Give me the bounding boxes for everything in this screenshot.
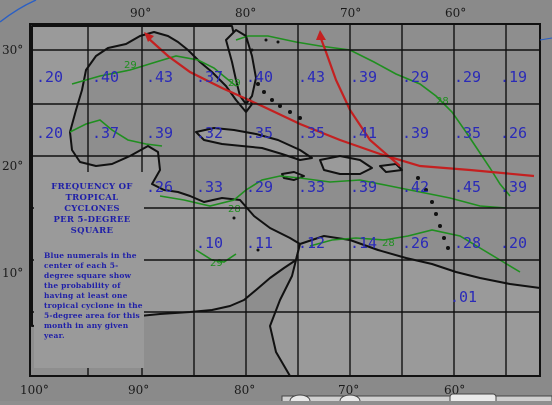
track-arrowheads [144, 30, 326, 42]
legend-title-line: SQUARE [71, 226, 114, 236]
lon-label-bottom: 100° [20, 383, 49, 397]
isoline-labels: 29 29 28 28 29 28 [124, 60, 449, 269]
isoline-label: 28 [436, 96, 449, 107]
longitude-labels-bottom: 100° 90° 80° 70° 60° [20, 383, 465, 397]
probability-value: .26 [402, 234, 429, 252]
grid [30, 24, 540, 376]
isoline-29-south [309, 229, 521, 273]
longitude-labels-top: 90° 80° 70° 60° [130, 6, 466, 20]
probability-value: .26 [500, 124, 527, 142]
probability-value: .29 [454, 68, 481, 86]
probability-value: .41 [350, 124, 377, 142]
legend-description-line: Blue numerals in the [44, 251, 137, 260]
probability-value: .32 [196, 124, 223, 142]
isolines [69, 35, 521, 273]
probability-value: .35 [246, 124, 273, 142]
corner-arc [539, 37, 552, 41]
probability-value: .35 [298, 124, 325, 142]
probability-value: .35 [454, 124, 481, 142]
legend-description-line: tropical cyclone in the [44, 301, 143, 310]
probability-value: .39 [350, 178, 377, 196]
legend-title-line: PER 5-DEGREE [53, 215, 130, 225]
lon-label-top: 90° [130, 6, 151, 20]
legend-panel [34, 172, 144, 368]
isoline-label: 29 [124, 60, 137, 71]
probability-value: .39 [500, 178, 527, 196]
probability-value: .39 [350, 68, 377, 86]
legend-description-line: the probability of [44, 281, 121, 290]
legend-description-line: degree square show [44, 271, 132, 280]
lat-label: 30° [2, 43, 23, 57]
isoline-28-caribbean [159, 175, 507, 209]
lon-label-bottom: 90° [128, 383, 149, 397]
islands [232, 38, 450, 252]
probability-value: .11 [246, 234, 273, 252]
lat-label: 10° [2, 266, 23, 280]
isoline-label: 28 [228, 204, 241, 215]
probability-value: .45 [454, 178, 481, 196]
lat-label: 20° [2, 159, 23, 173]
probability-value: .29 [246, 178, 273, 196]
lon-label-top: 70° [340, 6, 361, 20]
probability-value: .37 [196, 68, 223, 86]
probability-value: .40 [92, 68, 119, 86]
isoline-28-east [235, 35, 511, 197]
probability-value: .01 [450, 288, 477, 306]
probability-value: .14 [350, 234, 377, 252]
probability-value: .20 [36, 68, 63, 86]
probability-value: .39 [402, 124, 429, 142]
probability-value: .33 [298, 178, 325, 196]
legend-title-line: CYCLONES [64, 204, 120, 214]
isoline-label: 29 [228, 78, 241, 89]
lon-label-top: 80° [235, 6, 256, 20]
probability-value: .42 [402, 178, 429, 196]
probability-value: .29 [402, 68, 429, 86]
probability-value: .37 [92, 124, 119, 142]
legend-title-line: FREQUENCY OF [51, 182, 132, 192]
probability-value: .43 [298, 68, 325, 86]
legend: FREQUENCY OF TROPICAL CYCLONES PER 5-DEG… [43, 182, 143, 340]
lon-label-bottom: 70° [338, 383, 359, 397]
track-west [147, 37, 535, 178]
corner-arc [0, 0, 37, 23]
probability-value: .43 [146, 68, 173, 86]
probability-value: .10 [196, 234, 223, 252]
latitude-labels: 30° 20° 10° [2, 43, 23, 280]
legend-description-line: month in any given [44, 321, 129, 330]
isoline-label: 29 [210, 258, 223, 269]
probability-value: .40 [246, 68, 273, 86]
probability-value: .20 [36, 124, 63, 142]
isoline-label: 28 [382, 238, 395, 249]
isoline-29-gulf [69, 119, 163, 147]
probability-value: .12 [298, 234, 325, 252]
legend-description-line: year. [43, 331, 65, 340]
probability-value: .19 [500, 68, 527, 86]
probability-numerals: .20 .40 .43 .37 .40 .43 .39 .29 .29 .19 … [36, 68, 527, 306]
legend-description-line: 5-degree area for this [44, 311, 140, 320]
cuba-land [195, 127, 313, 161]
florida-land [225, 29, 257, 105]
probability-value: .20 [500, 234, 527, 252]
legend-description-line: having at least one [44, 291, 128, 300]
lon-label-bottom: 80° [234, 383, 255, 397]
isoline-29-north [71, 55, 237, 87]
arrowhead-east [316, 30, 326, 40]
legend-description-line: center of each 5- [44, 261, 118, 270]
legend-title-line: TROPICAL [66, 193, 119, 203]
isoline-28-south [195, 249, 237, 263]
probability-value: .26 [146, 178, 173, 196]
probability-value: .28 [454, 234, 481, 252]
probability-value: .33 [196, 178, 223, 196]
lon-label-top: 60° [445, 6, 466, 20]
probability-value: .39 [146, 124, 173, 142]
arrowhead-west [144, 32, 154, 42]
south-america-land [269, 235, 541, 377]
